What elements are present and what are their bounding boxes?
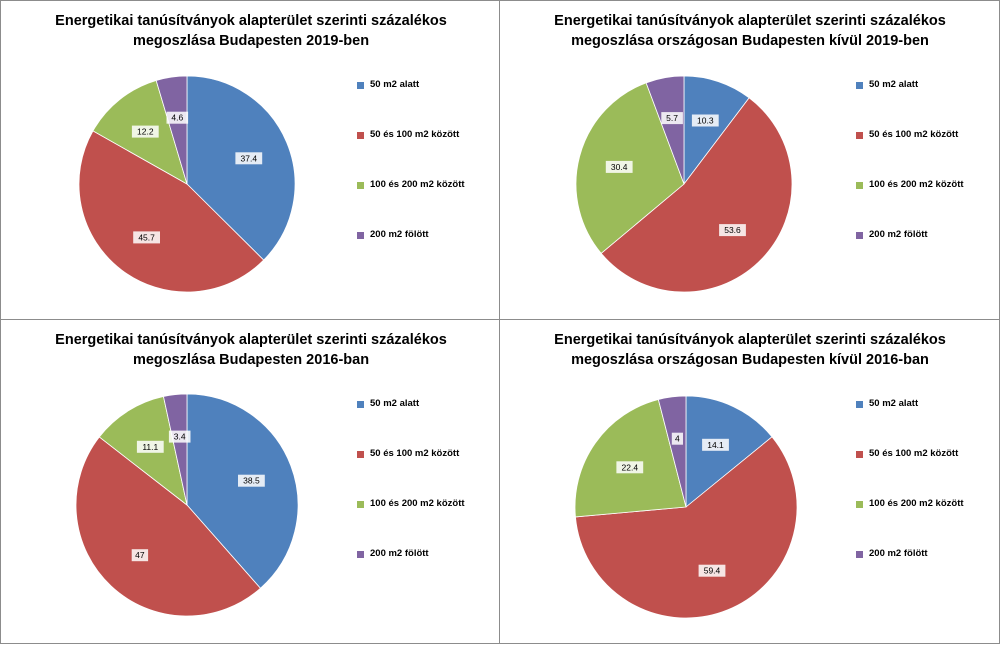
legend-label: 100 és 200 m2 között bbox=[370, 498, 465, 509]
legend-swatch bbox=[856, 182, 863, 189]
legend-label: 50 és 100 m2 között bbox=[869, 448, 959, 459]
data-label: 47 bbox=[135, 550, 145, 560]
data-label-box bbox=[605, 160, 633, 173]
data-label: 53.6 bbox=[724, 225, 741, 235]
pie-slice bbox=[75, 436, 261, 617]
chart-title-line-1: Energetikai tanúsítványok alapterület sz… bbox=[55, 332, 447, 348]
legend-swatch bbox=[357, 232, 364, 239]
chart-title-line-1: Energetikai tanúsítványok alapterület sz… bbox=[55, 13, 447, 29]
legend-label: 50 m2 alatt bbox=[869, 79, 919, 90]
data-label: 38.5 bbox=[243, 476, 260, 486]
data-label: 22.4 bbox=[622, 462, 639, 472]
data-label-box bbox=[661, 112, 683, 125]
data-label: 4 bbox=[675, 434, 680, 444]
data-label-box bbox=[133, 231, 160, 244]
data-label-box bbox=[691, 114, 719, 127]
data-label: 10.3 bbox=[697, 116, 714, 126]
legend-swatch bbox=[357, 551, 364, 558]
pie-slice bbox=[645, 75, 685, 185]
legend-swatch bbox=[357, 501, 364, 508]
pie-slice bbox=[186, 393, 299, 589]
legend-swatch bbox=[357, 132, 364, 139]
pie-slice bbox=[683, 75, 750, 186]
data-label-box bbox=[671, 432, 683, 445]
legend-label: 200 m2 fölött bbox=[370, 548, 429, 559]
pie-chart: 38.5 47 11.1 3.4 bbox=[75, 393, 299, 617]
pie-slice bbox=[155, 75, 188, 185]
legend-swatch bbox=[357, 401, 364, 408]
data-label: 37.4 bbox=[241, 153, 258, 163]
pie-slice bbox=[685, 395, 773, 508]
data-label-box bbox=[616, 461, 644, 474]
data-label-box bbox=[168, 430, 191, 443]
legend-label: 200 m2 fölött bbox=[370, 229, 429, 240]
data-label-box bbox=[238, 474, 265, 487]
data-label: 30.4 bbox=[611, 162, 628, 172]
pie-slice bbox=[600, 97, 793, 293]
legend-label: 50 és 100 m2 között bbox=[370, 129, 460, 140]
legend-swatch bbox=[856, 451, 863, 458]
legend-swatch bbox=[357, 82, 364, 89]
legend-label: 50 m2 alatt bbox=[370, 398, 420, 409]
pie-slice bbox=[162, 393, 188, 506]
legend-swatch bbox=[856, 401, 863, 408]
chart-title-line-2: megoszlása országosan Budapesten kívül 2… bbox=[571, 33, 929, 49]
legend-swatch bbox=[856, 501, 863, 508]
data-label: 3.4 bbox=[174, 432, 186, 442]
data-label-box bbox=[719, 224, 746, 237]
chart-title: Energetikai tanúsítványok alapterület sz… bbox=[1, 330, 501, 370]
data-label-box bbox=[698, 564, 726, 577]
data-label: 12.2 bbox=[137, 127, 154, 137]
chart-panel-bp-2016: Energetikai tanúsítványok alapterület sz… bbox=[0, 319, 500, 644]
legend-swatch bbox=[856, 551, 863, 558]
data-label: 45.7 bbox=[138, 232, 155, 242]
chart-title-line-1: Energetikai tanúsítványok alapterület sz… bbox=[554, 332, 946, 348]
data-label-box bbox=[166, 111, 189, 124]
chart-title: Energetikai tanúsítványok alapterület sz… bbox=[500, 330, 1000, 370]
chart-title-line-2: megoszlása Budapesten 2019-ben bbox=[132, 33, 370, 49]
chart-panel-countryside-2019: Energetikai tanúsítványok alapterület sz… bbox=[499, 0, 1000, 320]
pie-slice bbox=[78, 130, 265, 293]
data-label: 4.6 bbox=[171, 113, 183, 123]
pie-chart: 37.4 45.7 12.2 4.6 bbox=[78, 75, 296, 293]
data-label: 5.7 bbox=[666, 113, 678, 123]
legend-swatch bbox=[856, 232, 863, 239]
pie-slice bbox=[575, 436, 798, 619]
legend-label: 100 és 200 m2 között bbox=[370, 179, 465, 190]
legend-label: 100 és 200 m2 között bbox=[869, 498, 964, 509]
data-label-box bbox=[131, 125, 159, 138]
pie-chart: 10.3 53.6 30.4 5.7 bbox=[575, 75, 793, 293]
legend-label: 100 és 200 m2 között bbox=[869, 179, 964, 190]
legend-label: 50 m2 alatt bbox=[370, 79, 420, 90]
chart-panel-bp-2019: Energetikai tanúsítványok alapterület sz… bbox=[0, 0, 500, 320]
legend-swatch bbox=[357, 451, 364, 458]
legend-label: 50 és 100 m2 között bbox=[869, 129, 959, 140]
data-label: 14.1 bbox=[707, 440, 724, 450]
pie-slice bbox=[657, 395, 687, 508]
chart-title-line-2: megoszlása Budapesten 2016-ban bbox=[132, 352, 370, 368]
data-label-box bbox=[136, 440, 164, 453]
data-label-box bbox=[702, 438, 729, 451]
chart-title-line-1: Energetikai tanúsítványok alapterület sz… bbox=[554, 13, 946, 29]
chart-title: Energetikai tanúsítványok alapterület sz… bbox=[1, 11, 501, 51]
pie-slice bbox=[574, 399, 687, 518]
legend-swatch bbox=[856, 82, 863, 89]
legend-label: 200 m2 fölött bbox=[869, 548, 928, 559]
legend-swatch bbox=[357, 182, 364, 189]
legend-label: 50 m2 alatt bbox=[869, 398, 919, 409]
chart-title: Energetikai tanúsítványok alapterület sz… bbox=[500, 11, 1000, 51]
data-label-box bbox=[235, 152, 263, 165]
chart-title-line-2: megoszlása országosan Budapesten kívül 2… bbox=[571, 352, 929, 368]
legend-label: 200 m2 fölött bbox=[869, 229, 928, 240]
legend-swatch bbox=[856, 132, 863, 139]
data-label-box bbox=[131, 549, 149, 562]
pie-chart: 14.1 59.4 22.4 4 bbox=[574, 395, 798, 619]
legend-label: 50 és 100 m2 között bbox=[370, 448, 460, 459]
data-label: 59.4 bbox=[704, 566, 721, 576]
pie-slice bbox=[186, 75, 296, 261]
chart-panel-countryside-2016: Energetikai tanúsítványok alapterület sz… bbox=[499, 319, 1000, 644]
data-label: 11.1 bbox=[142, 442, 158, 452]
